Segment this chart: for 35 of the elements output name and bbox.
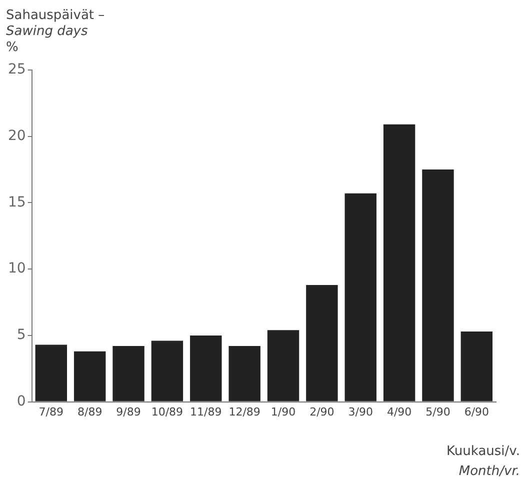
x-tick-label: 8/89 xyxy=(77,405,102,418)
bar xyxy=(306,285,338,402)
bar xyxy=(422,170,454,402)
bar xyxy=(190,335,222,402)
x-axis-title: Kuukausi/v. xyxy=(446,444,520,460)
chart-title: Sahauspäivät – xyxy=(6,8,105,24)
y-tick-label: 0 xyxy=(16,393,26,410)
x-tick-label: 5/90 xyxy=(426,405,450,418)
y-tick-label: 15 xyxy=(8,194,26,210)
bar xyxy=(151,340,184,402)
x-tick-label: 12/89 xyxy=(228,405,260,418)
x-tick-label: 4/90 xyxy=(386,405,412,418)
chart-subtitle: Sawing days xyxy=(6,24,88,40)
x-tick-label: 2/90 xyxy=(310,405,334,418)
bar xyxy=(344,193,376,402)
x-tick-label: 10/89 xyxy=(151,405,184,418)
x-tick-label: 1/90 xyxy=(270,405,296,418)
text: Month/vr. xyxy=(458,464,520,480)
bar xyxy=(35,344,68,402)
x-tick-label: 9/89 xyxy=(116,405,141,418)
bar xyxy=(383,124,416,402)
x-tick-label: 3/90 xyxy=(348,405,373,418)
bar xyxy=(74,351,106,402)
y-tick-label: 5 xyxy=(16,327,26,344)
y-axis-title: % xyxy=(6,40,18,56)
y-tick-label: 25 xyxy=(8,62,26,78)
bar xyxy=(228,346,260,402)
y-tick-label: 20 xyxy=(8,128,26,144)
x-tick-label: 7/89 xyxy=(38,405,64,418)
bar xyxy=(460,331,493,402)
y-tick-label: 10 xyxy=(8,260,26,277)
x-tick-label: 6/90 xyxy=(464,405,490,418)
bar xyxy=(267,330,300,402)
bar xyxy=(112,346,144,402)
x-tick-label: 11/89 xyxy=(190,405,222,418)
